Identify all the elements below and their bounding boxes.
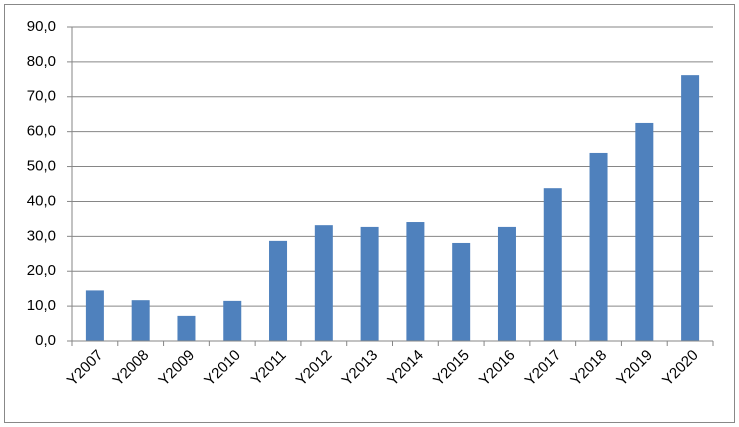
y-tick-label: 80,0 bbox=[27, 53, 56, 70]
y-tick-label: 0,0 bbox=[35, 332, 56, 349]
y-tick-label: 50,0 bbox=[27, 158, 56, 175]
bar bbox=[589, 152, 608, 341]
y-tick-label: 90,0 bbox=[27, 18, 56, 35]
bar bbox=[223, 300, 242, 341]
bar bbox=[452, 242, 471, 341]
chart-frame bbox=[4, 4, 735, 423]
y-tick-label: 40,0 bbox=[27, 192, 56, 209]
bar bbox=[131, 300, 150, 341]
bar bbox=[269, 240, 288, 341]
y-tick-label: 30,0 bbox=[27, 227, 56, 244]
bar bbox=[360, 226, 379, 341]
bar bbox=[406, 222, 425, 341]
y-tick-label: 20,0 bbox=[27, 262, 56, 279]
y-tick-label: 70,0 bbox=[27, 88, 56, 105]
bar bbox=[543, 188, 562, 341]
bar bbox=[681, 75, 700, 341]
bar bbox=[635, 122, 654, 341]
bar bbox=[85, 290, 104, 341]
y-tick-label: 10,0 bbox=[27, 297, 56, 314]
y-tick-label: 60,0 bbox=[27, 123, 56, 140]
bar bbox=[314, 225, 333, 341]
bar bbox=[497, 226, 516, 341]
bar bbox=[177, 315, 196, 341]
